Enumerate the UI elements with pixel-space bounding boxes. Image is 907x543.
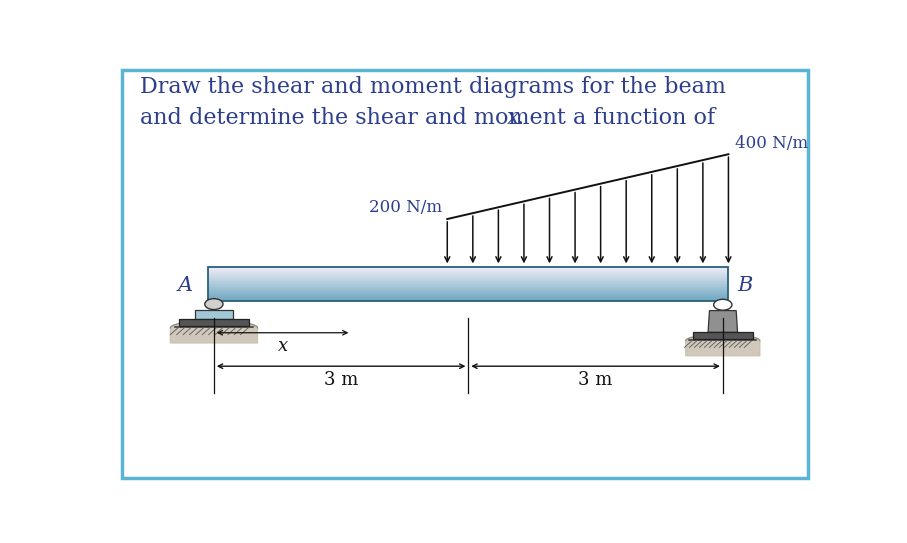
- Bar: [209, 271, 728, 272]
- Bar: [209, 286, 728, 287]
- Circle shape: [714, 299, 732, 310]
- Bar: [209, 289, 728, 290]
- Bar: [209, 285, 728, 286]
- Bar: [209, 268, 728, 269]
- Bar: [693, 332, 753, 339]
- Text: .: .: [517, 107, 524, 129]
- Bar: [195, 310, 233, 319]
- Bar: [209, 290, 728, 291]
- Bar: [209, 278, 728, 279]
- Circle shape: [205, 299, 223, 310]
- Bar: [209, 292, 728, 293]
- Bar: [209, 269, 728, 270]
- Bar: [209, 288, 728, 289]
- Bar: [209, 300, 728, 301]
- Bar: [209, 274, 728, 275]
- Bar: [209, 280, 728, 281]
- Bar: [209, 282, 728, 283]
- Bar: [209, 291, 728, 292]
- Text: 400 N/m: 400 N/m: [736, 135, 808, 152]
- Text: A: A: [178, 276, 193, 295]
- Bar: [209, 300, 728, 301]
- Bar: [209, 287, 728, 288]
- Bar: [209, 277, 728, 279]
- Bar: [209, 279, 728, 280]
- Bar: [209, 276, 728, 277]
- Text: 3 m: 3 m: [324, 371, 358, 389]
- Bar: [209, 298, 728, 299]
- Text: x: x: [507, 107, 520, 129]
- Bar: [209, 280, 728, 281]
- Bar: [179, 319, 249, 326]
- Bar: [209, 296, 728, 298]
- Bar: [209, 277, 728, 278]
- Bar: [209, 289, 728, 291]
- Text: 3 m: 3 m: [579, 371, 613, 389]
- Bar: [209, 272, 728, 273]
- Polygon shape: [171, 321, 258, 343]
- Bar: [209, 287, 728, 288]
- Bar: [209, 281, 728, 282]
- Text: x: x: [278, 337, 288, 355]
- Bar: [209, 297, 728, 298]
- Text: 200 N/m: 200 N/m: [368, 199, 442, 216]
- Bar: [209, 267, 728, 268]
- Bar: [209, 292, 728, 293]
- Bar: [209, 268, 728, 269]
- Bar: [209, 293, 728, 294]
- Bar: [209, 291, 728, 292]
- Bar: [209, 276, 728, 277]
- Bar: [209, 288, 728, 289]
- Bar: [209, 275, 728, 276]
- Bar: [209, 267, 728, 301]
- Bar: [209, 284, 728, 285]
- Bar: [209, 275, 728, 276]
- Bar: [209, 286, 728, 287]
- Bar: [209, 279, 728, 280]
- Bar: [209, 294, 728, 295]
- Text: Draw the shear and moment diagrams for the beam: Draw the shear and moment diagrams for t…: [140, 75, 726, 98]
- Bar: [209, 274, 728, 275]
- Bar: [209, 295, 728, 296]
- Bar: [209, 298, 728, 299]
- Text: and determine the shear and moment a function of: and determine the shear and moment a fun…: [140, 107, 722, 129]
- Bar: [209, 299, 728, 300]
- Bar: [209, 299, 728, 300]
- Bar: [209, 269, 728, 270]
- Bar: [209, 285, 728, 286]
- Polygon shape: [686, 334, 760, 356]
- Bar: [209, 267, 728, 268]
- Bar: [209, 270, 728, 271]
- Bar: [209, 283, 728, 284]
- Polygon shape: [708, 311, 737, 332]
- Bar: [209, 295, 728, 296]
- Bar: [209, 273, 728, 274]
- Bar: [209, 296, 728, 297]
- Text: B: B: [736, 276, 752, 295]
